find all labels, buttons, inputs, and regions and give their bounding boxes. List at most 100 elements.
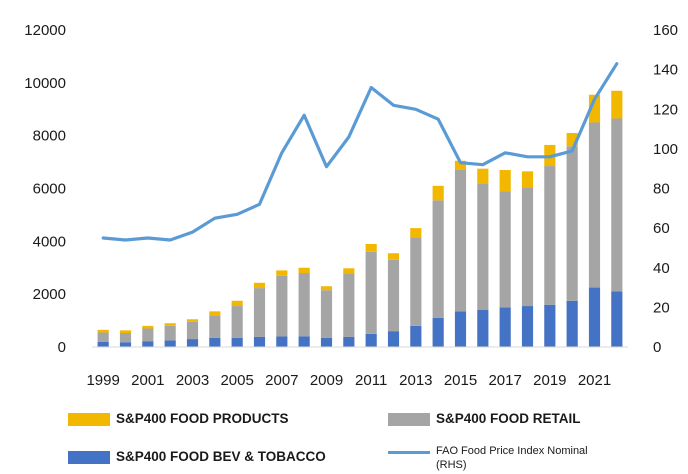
bar-segment	[544, 304, 556, 347]
bar-segment	[119, 332, 132, 343]
bar-segment	[588, 287, 601, 347]
x-axis: 1999 2001 2003 2005 2007 2009 2011 2013 2015 2017…	[86, 346, 628, 389]
bar-segment	[186, 339, 199, 347]
bar-segment	[231, 300, 243, 307]
bar-segment	[410, 237, 422, 326]
bar-segment	[544, 166, 556, 305]
y-right-tick-label: 140	[653, 62, 678, 79]
bar-segment	[186, 319, 199, 322]
bar-segment	[343, 336, 355, 347]
y-axis-left: 0 2000 4000 6000 8000 10000 12000	[24, 22, 66, 356]
bar-segment	[276, 275, 288, 337]
bars	[97, 90, 623, 347]
bar-segment	[588, 94, 601, 123]
bar-segment	[142, 341, 154, 347]
y-right-tick-label: 160	[653, 22, 678, 39]
bar-segment	[521, 171, 534, 188]
bar-segment	[142, 328, 154, 342]
y-right-tick-label: 0	[653, 339, 661, 356]
bar-segment	[387, 253, 400, 260]
fao-line	[101, 62, 619, 242]
bar-segment	[566, 300, 578, 347]
bar-segment	[432, 200, 444, 318]
bar-segment	[387, 259, 400, 332]
y-right-tick-label: 60	[653, 220, 670, 237]
x-tick-label: 2011	[355, 372, 387, 389]
bar-segment	[365, 243, 377, 252]
y-left-tick-label: 0	[58, 339, 66, 356]
bar-segment	[454, 160, 467, 171]
x-tick-label: 1999	[86, 372, 119, 389]
bar-segment	[253, 282, 266, 289]
bar-segment	[432, 317, 444, 347]
bar-segment	[410, 325, 422, 347]
y-right-tick-label: 40	[653, 260, 670, 277]
bar-segment	[320, 290, 333, 338]
x-tick-label: 2017	[488, 372, 521, 389]
y-left-tick-label: 2000	[33, 286, 66, 303]
x-tick-label: 2019	[533, 372, 566, 389]
bar-segment	[97, 332, 109, 342]
bar-segment	[320, 337, 333, 347]
bar-segment	[164, 325, 176, 341]
bar-segment	[611, 118, 623, 292]
bar-segment	[477, 183, 489, 311]
y-left-tick-label: 12000	[24, 22, 66, 39]
bar-segment	[343, 273, 355, 337]
x-tick-label: 2007	[265, 372, 298, 389]
bar-segment	[164, 340, 176, 347]
x-tick-label: 2003	[176, 372, 209, 389]
bar-segment	[97, 341, 109, 347]
y-left-tick-label: 8000	[33, 128, 66, 145]
bar-segment	[298, 267, 310, 274]
bar-segment	[343, 268, 355, 274]
x-tick-label: 2009	[310, 372, 343, 389]
bar-segment	[142, 325, 154, 329]
x-tick-label: 2021	[578, 372, 611, 389]
bar-segment	[477, 168, 489, 184]
x-tick-label: 2001	[131, 372, 164, 389]
bar-segment	[365, 333, 377, 347]
x-tick-label: 2005	[220, 372, 253, 389]
bar-segment	[477, 310, 489, 347]
bar-segment	[365, 251, 377, 334]
bar-segment	[298, 336, 310, 347]
bar-segment	[387, 331, 400, 347]
bar-segment	[566, 133, 578, 147]
bar-segment	[588, 122, 601, 288]
bar-segment	[186, 321, 199, 340]
y-right-tick-label: 20	[653, 299, 670, 316]
bar-segment	[119, 342, 132, 347]
y-left-tick-label: 6000	[33, 181, 66, 198]
bar-segment	[454, 170, 467, 312]
y-right-tick-label: 80	[653, 181, 670, 198]
bar-segment	[209, 337, 221, 347]
x-tick-label: 2015	[444, 372, 477, 389]
x-tick-label: 2013	[399, 372, 432, 389]
bar-segment	[611, 90, 623, 119]
y-right-tick-label: 120	[653, 101, 678, 118]
bar-segment	[410, 228, 422, 238]
bar-segment	[209, 315, 221, 338]
bar-segment	[320, 286, 333, 291]
bar-segment	[611, 291, 623, 347]
bar-segment	[231, 306, 243, 338]
bar-segment	[253, 336, 266, 347]
bar-segment	[298, 273, 310, 337]
bar-segment	[97, 329, 109, 333]
bar-segment	[209, 311, 221, 316]
bar-segment	[521, 187, 534, 307]
bar-segment	[119, 330, 132, 333]
bar-segment	[253, 288, 266, 337]
bar-segment	[276, 270, 288, 276]
bar-segment	[499, 170, 511, 192]
bar-segment	[521, 306, 534, 347]
y-left-tick-label: 4000	[33, 233, 66, 250]
fao-price-line	[101, 62, 619, 242]
bar-segment	[231, 337, 243, 347]
bar-segment	[499, 307, 511, 347]
bar-segment	[276, 336, 288, 347]
bar-segment	[432, 185, 444, 201]
bar-segment	[164, 323, 176, 326]
